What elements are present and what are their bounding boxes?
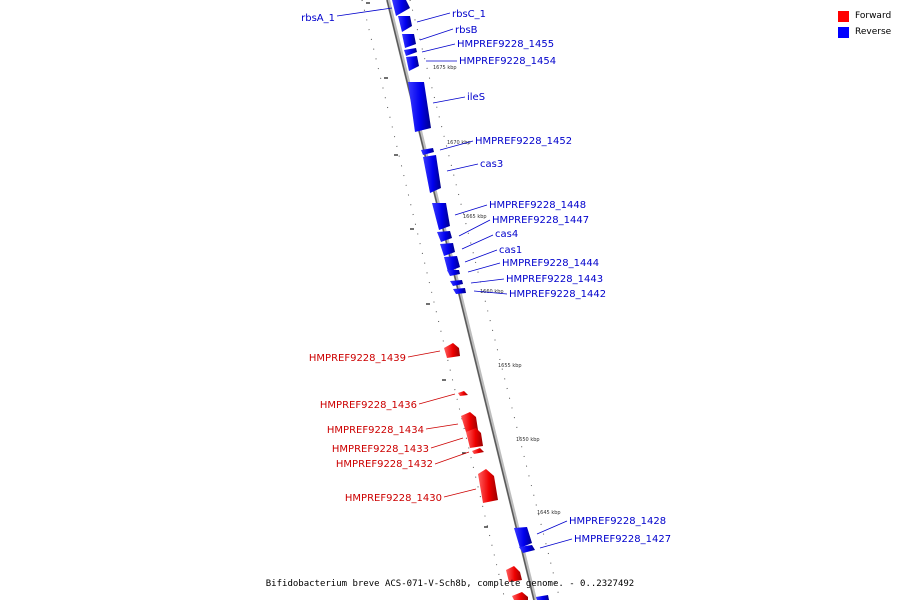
gene-label[interactable]: HMPREF9228_1433: [332, 444, 429, 455]
gene-hmpref9228-1452[interactable]: [421, 148, 434, 155]
gene-label[interactable]: rbsB: [455, 25, 478, 36]
forward-swatch: [838, 10, 849, 22]
gene-hmpref9228-1428[interactable]: [514, 527, 532, 548]
gene-label[interactable]: HMPREF9228_1427: [574, 534, 671, 545]
gene-hmpref9228-1454[interactable]: [406, 56, 419, 71]
gene-cas1[interactable]: [444, 256, 460, 272]
gene-ileS[interactable]: [408, 82, 431, 132]
genome-caption: Bifidobacterium breve ACS-071-V-Sch8b, c…: [265, 579, 635, 589]
legend-forward-label: Forward: [855, 11, 892, 21]
gene-label[interactable]: HMPREF9228_1439: [309, 353, 406, 364]
gene-label[interactable]: HMPREF9228_1448: [489, 200, 586, 211]
gene-label[interactable]: HMPREF9228_1434: [327, 425, 424, 436]
gene-label[interactable]: cas1: [499, 245, 522, 256]
gene-cas3[interactable]: [423, 155, 441, 193]
gene-label[interactable]: HMPREF9228_1436: [320, 400, 417, 411]
gene-label[interactable]: HMPREF9228_1443: [506, 274, 603, 285]
gene-hmpref9228-1432[interactable]: [472, 448, 484, 454]
gene-rbsB[interactable]: [402, 34, 416, 48]
gene-hmpref9228-1448[interactable]: [432, 203, 450, 230]
gene-hmpref9228-1427[interactable]: [519, 545, 535, 553]
gene-label[interactable]: HMPREF9228_1428: [569, 516, 666, 527]
gene-hmpref9228-1430[interactable]: [478, 469, 498, 503]
forward-genes: [444, 343, 528, 600]
legend: Forward Reverse: [838, 8, 898, 40]
gene-label[interactable]: HMPREF9228_1432: [336, 459, 433, 470]
gene-label[interactable]: HMPREF9228_1442: [509, 289, 606, 300]
tick-label: 1645 kbp: [537, 510, 561, 516]
gene-label[interactable]: HMPREF9228_1455: [457, 39, 554, 50]
tick-label: 1655 kbp: [498, 363, 522, 369]
legend-reverse-label: Reverse: [855, 27, 892, 37]
gene-label[interactable]: ileS: [467, 92, 485, 103]
gene-label[interactable]: HMPREF9228_1444: [502, 258, 599, 269]
legend-forward: Forward: [838, 8, 898, 24]
reverse-genes: [392, 0, 549, 600]
gene-hmpref9228-1436[interactable]: [458, 391, 468, 396]
reverse-swatch: [838, 26, 849, 38]
tick-dashes: [366, 2, 488, 528]
reverse-connectors: [336, 7, 573, 549]
tick-label: 1675 kbp: [433, 65, 457, 71]
gene-label[interactable]: rbsC_1: [452, 9, 486, 20]
gene-label[interactable]: HMPREF9228_1454: [459, 56, 556, 67]
gene-label[interactable]: cas4: [495, 229, 518, 240]
forward-connectors: [407, 350, 477, 498]
gene-label[interactable]: rbsA_1: [301, 13, 335, 24]
tick-label: 1650 kbp: [516, 437, 540, 443]
gene-hmpref9228-1444[interactable]: [447, 270, 460, 276]
gene-rbsC_1[interactable]: [398, 16, 412, 32]
scale-ticks: 1675 kbp 1670 kbp 1665 kbp 1660 kbp 1655…: [433, 65, 561, 516]
gene-bottom-red-2[interactable]: [512, 592, 528, 600]
gene-hmpref9228-1433[interactable]: [466, 428, 483, 448]
gene-label[interactable]: HMPREF9228_1447: [492, 215, 589, 226]
gene-hmpref9228-1442[interactable]: [453, 288, 466, 294]
gene-label[interactable]: cas3: [480, 159, 503, 170]
tick-label: 1665 kbp: [463, 214, 487, 220]
gene-bottom-blue[interactable]: [536, 595, 549, 600]
gene-label[interactable]: HMPREF9228_1452: [475, 136, 572, 147]
gene-bottom-red-1[interactable]: [506, 566, 522, 582]
tick-label: 1670 kbp: [447, 140, 471, 146]
gene-hmpref9228-1447[interactable]: [437, 231, 452, 242]
gene-cas4[interactable]: [440, 243, 455, 256]
gene-hmpref9228-1439[interactable]: [444, 343, 460, 358]
gene-hmpref9228-1455[interactable]: [404, 48, 417, 56]
gene-hmpref9228-1443[interactable]: [450, 280, 463, 286]
gene-rbsA_1[interactable]: [392, 0, 410, 16]
legend-reverse: Reverse: [838, 24, 898, 40]
gene-hmpref9228-1434[interactable]: [461, 412, 478, 432]
tick-label: 1660 kbp: [480, 289, 504, 295]
gene-label[interactable]: HMPREF9228_1430: [345, 493, 442, 504]
gene-labels: rbsA_1 rbsC_1 rbsB HMPREF9228_1455 HMPRE…: [301, 9, 671, 545]
